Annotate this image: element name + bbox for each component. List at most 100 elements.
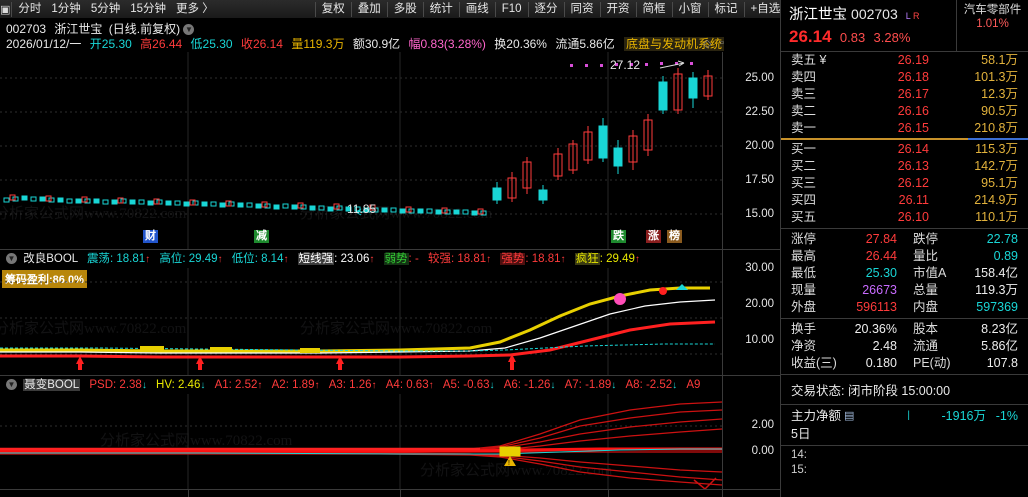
- ask-row[interactable]: 卖三 26.17 12.3万: [781, 86, 1028, 103]
- main-flow-pct: -1%: [995, 409, 1018, 423]
- kline-plot[interactable]: 27.12 11.85 财 减 跌 涨 榜: [0, 52, 722, 249]
- trade-status: 交易状态: 闭市阶段 15:00:00: [791, 384, 951, 398]
- toolbar-item-duogu[interactable]: 多股: [393, 2, 417, 15]
- stat-label: 内盘: [913, 300, 939, 314]
- ohlc-turn-label: 换: [494, 37, 507, 51]
- ask-row[interactable]: 卖一 26.15 210.8万: [781, 120, 1028, 137]
- stat-label: 股本: [913, 322, 939, 336]
- toolbar-divider-5: [422, 1, 424, 17]
- ohlc-vol-label: 量: [291, 37, 304, 51]
- ind2-f2-val: 2.52: [235, 379, 258, 391]
- kline-svg: [0, 52, 722, 249]
- toolbar-item-zixuan[interactable]: +自选: [750, 2, 781, 15]
- ask-row[interactable]: 卖二 26.16 90.5万: [781, 103, 1028, 120]
- ask-row[interactable]: 卖五 ¥ 26.19 58.1万: [781, 52, 1028, 69]
- chevron-down-icon[interactable]: ▼: [6, 253, 17, 265]
- indicator1-axis: 30.00 20.00 10.00: [722, 250, 780, 375]
- arrow-down-icon: ↓: [672, 380, 678, 391]
- ohlc-concept[interactable]: 底盘与发动机系统: [624, 37, 725, 51]
- indicator1-header: ▼ 改良BOOL 震荡: 18.81↑ 高位: 29.49↑ 低位: 8.14↑…: [6, 253, 640, 265]
- chevron-down-icon[interactable]: ▼: [183, 24, 195, 36]
- toolbar-item-1min[interactable]: 1分钟: [51, 2, 81, 15]
- last-price: 26.14: [789, 27, 832, 46]
- list-icon[interactable]: ▤: [844, 410, 855, 422]
- ind1-f4-val: -: [414, 253, 419, 265]
- day5-label[interactable]: 5日: [791, 427, 811, 441]
- bid-row[interactable]: 买一 26.14 115.3万: [781, 141, 1028, 158]
- kline-price-axis: 25.00 22.50 20.00 17.50 15.00: [722, 52, 780, 249]
- toolbar-item-15min[interactable]: 15分钟: [130, 2, 167, 15]
- stat-value: 25.30: [865, 266, 897, 280]
- bid-row[interactable]: 买二 26.13 142.7万: [781, 158, 1028, 175]
- ask-volume: 12.3万: [981, 87, 1018, 101]
- ind2-f5-val: 0.63: [406, 379, 429, 391]
- bid-volume: 95.1万: [981, 176, 1018, 190]
- stat-label: 总量: [913, 283, 939, 297]
- indicator2-panel[interactable]: ▼ 聂变BOOL PSD: 2.38↓ HV: 2.46↓ A1: 2.52↑ …: [0, 376, 780, 489]
- toolbar-divider-11: [635, 1, 637, 17]
- indicator2-plot[interactable]: !: [0, 394, 722, 489]
- stat-label: 涨停: [791, 232, 817, 246]
- toolbar-item-jiankuang[interactable]: 简框: [642, 2, 666, 15]
- sector-box[interactable]: 汽车零部件 1.01%: [956, 0, 1028, 52]
- toolbar-item-fuquan[interactable]: 复权: [321, 2, 345, 15]
- toolbar-item-zhufen[interactable]: 逐分: [534, 2, 558, 15]
- order-book[interactable]: 卖五 ¥ 26.19 58.1万 卖四 26.18 101.3万 卖三 26.1…: [781, 52, 1028, 226]
- stat-value: 26673: [862, 283, 897, 297]
- diamond-icon[interactable]: ◇: [703, 38, 712, 50]
- jian-marker[interactable]: 减: [254, 230, 269, 243]
- arrow-up-icon: ↑: [257, 380, 263, 391]
- main-flow-row[interactable]: 主力净额 ▤ | -1916万 -1%: [781, 407, 1028, 425]
- stat-row: 净资 2.48 流通 5.86亿: [781, 338, 1028, 355]
- ind2-f0-name: PSD: [89, 379, 114, 391]
- chevron-down-icon[interactable]: ▼: [6, 379, 17, 391]
- ohlc-amp: 0.83(3.28%): [420, 37, 486, 51]
- panel-icon[interactable]: ▣: [0, 3, 11, 16]
- ohlc-high-label: 高: [140, 37, 153, 51]
- chart-area: 分析家公式网www.70822.com 分析家公式网www.70822.com …: [0, 19, 780, 497]
- quote-header: 浙江世宝 002703 L R 26.14 0.83 3.28% 汽车零部件 1…: [781, 0, 1028, 52]
- price-row: 26.14 0.83 3.28%: [781, 24, 957, 47]
- bid-row[interactable]: 买五 26.10 110.1万: [781, 209, 1028, 226]
- toolbar-divider-3: [350, 1, 352, 17]
- chart-period: (日线.前复权): [108, 22, 181, 36]
- zhang-marker[interactable]: 涨: [646, 230, 661, 243]
- toolbar-item-xiaochuang[interactable]: 小窗: [678, 2, 702, 15]
- indicator1-panel[interactable]: ▼ 改良BOOL 震荡: 18.81↑ 高位: 29.49↑ 低位: 8.14↑…: [0, 250, 780, 375]
- bid-row[interactable]: 买三 26.12 95.1万: [781, 175, 1028, 192]
- toolbar-item-5min[interactable]: 5分钟: [90, 2, 121, 15]
- sector-name: 汽车零部件: [963, 4, 1022, 16]
- toolbar-item-huaxian[interactable]: 画线: [465, 2, 489, 15]
- arrow-up-icon: ↑: [283, 254, 289, 265]
- toolbar-item-f10[interactable]: F10: [501, 2, 522, 15]
- ind1-f6-name: 强势: [500, 253, 526, 265]
- ask-label: 卖四: [791, 70, 817, 84]
- cai-marker[interactable]: 财: [143, 230, 158, 243]
- toolbar-item-tongzi[interactable]: 同资: [570, 2, 594, 15]
- bang-marker[interactable]: 榜: [667, 230, 682, 243]
- stat-label: 现量: [791, 283, 817, 297]
- ask-row[interactable]: 卖四 26.18 101.3万: [781, 69, 1028, 86]
- toolbar-item-tongji[interactable]: 统计: [429, 2, 453, 15]
- toolbar-item-diejia[interactable]: 叠加: [357, 2, 381, 15]
- bid-price: 26.10: [897, 210, 929, 224]
- indicator1-plot[interactable]: [0, 268, 722, 375]
- toolbar-divider-8: [527, 1, 529, 17]
- ind1-f5-val: 18.81: [457, 253, 487, 265]
- square-icon[interactable]: ▫: [720, 37, 724, 49]
- die-marker[interactable]: 跌: [611, 230, 626, 243]
- toolbar-item-more[interactable]: 更多 〉: [176, 2, 214, 15]
- bid-row[interactable]: 买四 26.11 214.9万: [781, 192, 1028, 209]
- stock-name-row[interactable]: 浙江世宝 002703 L R: [781, 0, 957, 24]
- ask-price: 26.16: [897, 104, 929, 118]
- kline-panel[interactable]: 27.12 11.85 财 减 跌 涨 榜 25.00 22.50 20.00 …: [0, 52, 780, 249]
- flag-r: R: [912, 11, 920, 21]
- toolbar-item-fenshi[interactable]: 分时: [18, 2, 42, 15]
- toolbar-item-biaoji[interactable]: 标记: [714, 2, 738, 15]
- date-label: 12: [404, 495, 417, 497]
- stat-row: 现量 26673 总量 119.3万: [781, 282, 1028, 299]
- toolbar-item-kaizi[interactable]: 开资: [606, 2, 630, 15]
- stat-label: 流通: [913, 339, 939, 353]
- ohlc-float: 5.86亿: [579, 37, 615, 51]
